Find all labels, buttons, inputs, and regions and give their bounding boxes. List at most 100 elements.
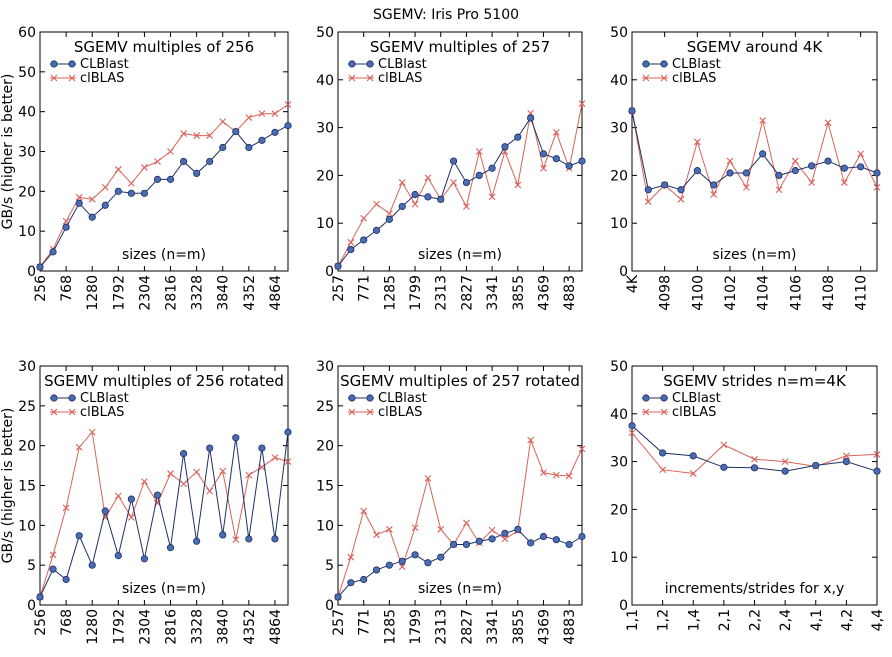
data-point bbox=[271, 110, 279, 118]
figure-title: SGEMV: Iris Pro 5100 bbox=[373, 7, 519, 23]
panel-title: SGEMV strides n=m=4K bbox=[663, 372, 847, 390]
plot-frame bbox=[39, 31, 289, 272]
data-point bbox=[101, 183, 109, 191]
data-point bbox=[726, 157, 734, 165]
x-tick-label: 4,2 bbox=[839, 609, 855, 631]
y-tick-label: 0 bbox=[619, 598, 628, 614]
data-point bbox=[114, 552, 122, 560]
data-point bbox=[437, 553, 445, 561]
x-tick-label: 1285 bbox=[382, 275, 398, 311]
data-point bbox=[501, 535, 509, 543]
x-tick-label: 3840 bbox=[216, 275, 232, 311]
data-point bbox=[720, 463, 728, 471]
x-tick-label: 4883 bbox=[562, 609, 578, 645]
data-point bbox=[49, 248, 57, 256]
data-point bbox=[284, 428, 292, 436]
legend-marker bbox=[68, 394, 76, 402]
y-tick-label: 40 bbox=[316, 73, 334, 89]
data-point bbox=[232, 536, 240, 544]
y-tick-label: 30 bbox=[610, 455, 628, 471]
x-tick-label: 256 bbox=[33, 609, 49, 636]
data-point bbox=[373, 200, 380, 208]
data-point bbox=[141, 478, 148, 485]
x-tick-label: 4352 bbox=[242, 275, 258, 311]
legend-entry-clblast: CLBlast bbox=[80, 57, 129, 72]
data-point bbox=[527, 539, 535, 547]
x-tick-label: 1,1 bbox=[625, 609, 641, 631]
x-tick-label: 1,4 bbox=[686, 609, 702, 631]
data-point bbox=[689, 452, 697, 460]
data-point bbox=[360, 575, 368, 584]
data-point bbox=[232, 434, 240, 442]
x-tick-label: 1799 bbox=[408, 275, 424, 311]
panel-title: SGEMV multiples of 256 rotated bbox=[44, 372, 284, 390]
data-point bbox=[398, 563, 406, 571]
data-point bbox=[347, 553, 355, 561]
series-line bbox=[337, 103, 583, 267]
x-tick-label: 2816 bbox=[164, 275, 180, 311]
data-point bbox=[750, 464, 759, 472]
data-point bbox=[842, 457, 850, 466]
legend-marker bbox=[348, 60, 356, 68]
legend-entry-clblast: CLBlast bbox=[672, 57, 721, 72]
x-tick-label: 2304 bbox=[137, 609, 153, 645]
series-clblast bbox=[36, 122, 292, 271]
x-tick-label: 4883 bbox=[562, 275, 578, 311]
data-point bbox=[710, 191, 718, 198]
data-point bbox=[514, 181, 522, 189]
data-point bbox=[565, 162, 573, 170]
legend-marker bbox=[366, 74, 374, 82]
series-line bbox=[39, 430, 289, 598]
data-point bbox=[578, 100, 586, 108]
data-point bbox=[462, 178, 471, 187]
data-point bbox=[411, 524, 419, 532]
data-point bbox=[424, 174, 432, 182]
data-point bbox=[49, 551, 57, 559]
legend-marker bbox=[366, 394, 374, 402]
y-tick-label: 0 bbox=[325, 598, 334, 614]
data-point bbox=[726, 169, 734, 177]
data-point bbox=[539, 532, 548, 541]
y-tick-label: 20 bbox=[610, 502, 628, 518]
data-point bbox=[857, 163, 865, 171]
x-tick-label: 3855 bbox=[511, 609, 527, 645]
x-tick-label: 1280 bbox=[85, 275, 101, 311]
data-point bbox=[840, 164, 848, 172]
data-point bbox=[873, 467, 881, 475]
data-point bbox=[88, 428, 96, 436]
data-point bbox=[140, 189, 149, 197]
data-point bbox=[488, 164, 496, 172]
plot-frame bbox=[631, 365, 878, 606]
data-point bbox=[463, 519, 470, 527]
data-point bbox=[411, 190, 419, 199]
x-tick-label: 1799 bbox=[408, 609, 424, 645]
legend-marker bbox=[348, 74, 356, 82]
data-point bbox=[661, 181, 669, 189]
data-point bbox=[514, 525, 522, 533]
data-point bbox=[873, 183, 881, 191]
data-point bbox=[449, 157, 458, 165]
data-point bbox=[463, 203, 470, 210]
data-point bbox=[360, 507, 368, 515]
x-tick-label: 4100 bbox=[690, 275, 706, 311]
x-tick-label: 2,1 bbox=[717, 609, 733, 631]
data-point bbox=[271, 128, 279, 136]
data-point bbox=[840, 179, 848, 186]
data-point bbox=[552, 536, 560, 544]
data-point bbox=[127, 495, 135, 503]
x-tick-label: 2304 bbox=[137, 275, 153, 311]
data-point bbox=[552, 128, 560, 136]
data-point bbox=[527, 436, 535, 444]
data-point bbox=[759, 117, 767, 124]
data-point bbox=[180, 480, 187, 488]
x-axis-label: sizes (n=m) bbox=[122, 247, 206, 263]
legend-marker bbox=[366, 408, 374, 416]
chart-panel-6: 0 10 20 30 40 50 1,1 1,2 1,4 2,1 2,2 2,4 4,1 4,2 4,4 SG… bbox=[610, 359, 886, 631]
data-point bbox=[791, 157, 799, 165]
legend-entry-clblas: clBLAS bbox=[378, 405, 422, 420]
legend-marker bbox=[642, 60, 650, 68]
series-line bbox=[631, 110, 878, 203]
legend-marker bbox=[50, 394, 58, 402]
x-tick-label: 2827 bbox=[459, 275, 475, 311]
y-tick-label: 10 bbox=[18, 518, 36, 534]
